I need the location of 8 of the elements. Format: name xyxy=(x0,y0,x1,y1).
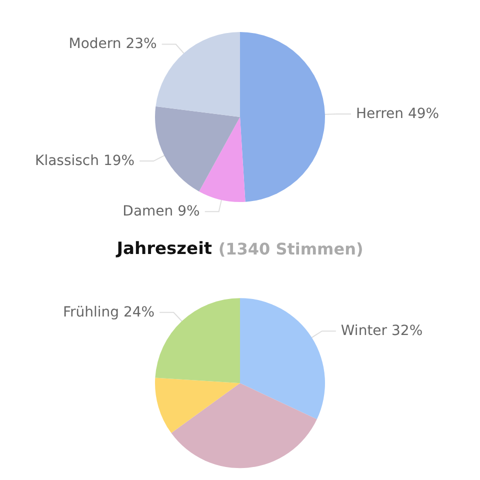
chart-subtitle: (1340 Stimmen) xyxy=(218,240,364,258)
slice-label: Frühling 24% xyxy=(62,304,155,320)
slice-label: Modern 23% xyxy=(68,36,157,52)
chart-title: Jahreszeit xyxy=(116,239,212,259)
slice-label: Herren 49% xyxy=(356,106,440,122)
slice-label: Damen 9% xyxy=(122,204,200,220)
slice-label: Klassisch 19% xyxy=(35,153,135,170)
slice-label: Winter 32% xyxy=(340,323,423,340)
